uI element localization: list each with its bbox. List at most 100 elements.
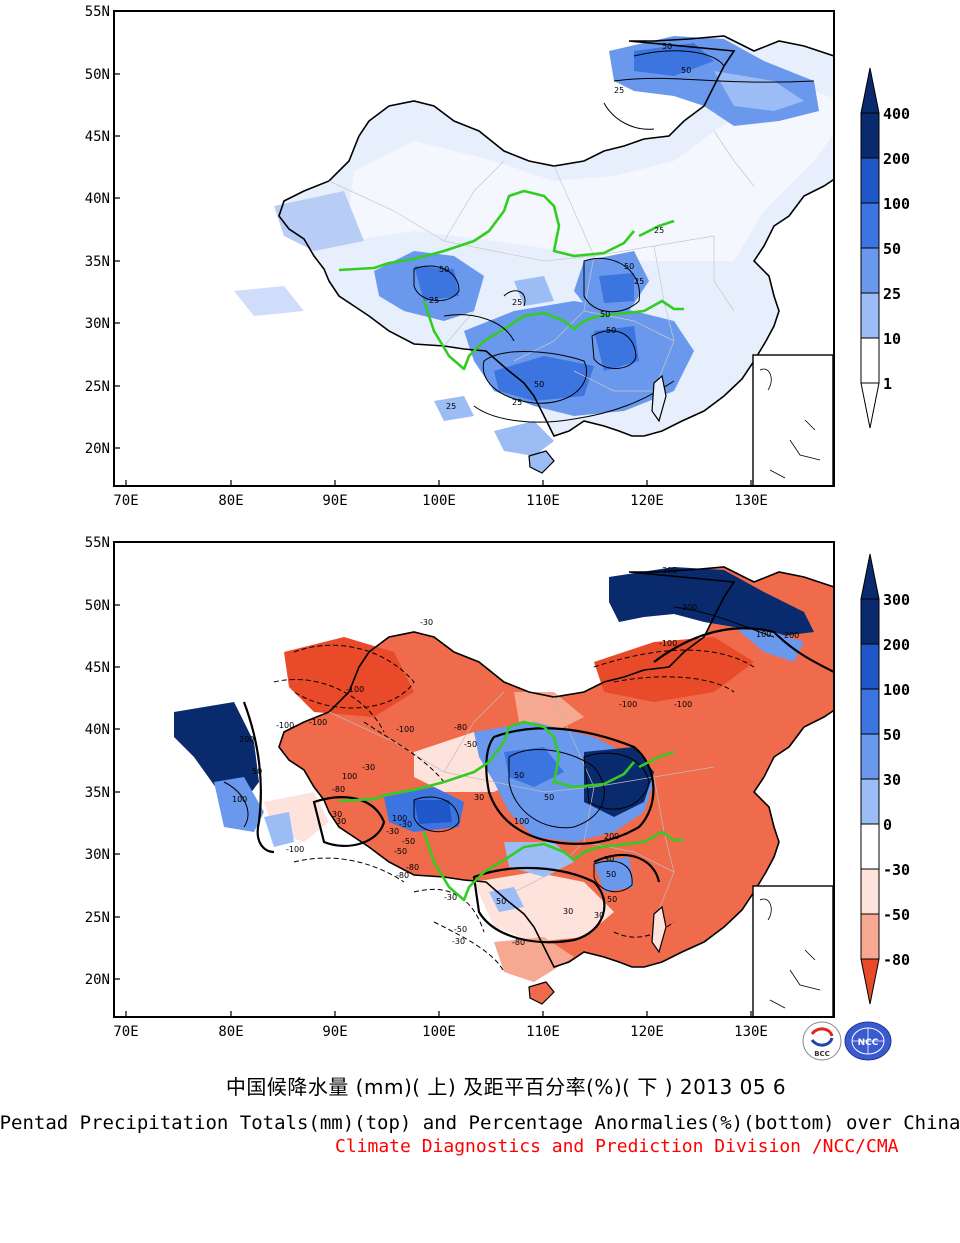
credit-line: Climate Diagnostics and Prediction Divis… xyxy=(335,1136,899,1157)
contour-label: 200 xyxy=(604,832,619,841)
colorbar-label: 300 xyxy=(883,591,910,609)
contour-label: -100 xyxy=(286,845,304,854)
contour-label: 50 xyxy=(534,380,544,389)
top-map: 50 50 25 25 50 50 25 50 50 25 50 25 25 2… xyxy=(113,10,835,487)
contour-label: -100 xyxy=(309,718,327,727)
bottom-lon-labels: 70E 80E 90E 100E 110E 120E 130E xyxy=(113,1024,768,1040)
colorbar-label: 25 xyxy=(883,285,901,303)
contour-label: 50 xyxy=(606,326,616,335)
lon-label: 90E xyxy=(322,1024,347,1040)
lon-label: 130E xyxy=(734,493,768,509)
ncc-logo: NCC xyxy=(844,1021,892,1061)
contour-label: 50 xyxy=(514,771,524,780)
contour-label: 200 xyxy=(239,735,254,744)
contour-label: 300 xyxy=(662,566,677,575)
bottom-map: 300 300 100 200 -100 -100 -100 -100 -100… xyxy=(113,541,835,1018)
top-colorbar: 400 200 100 50 25 10 1 xyxy=(860,67,910,429)
lat-label: 40N xyxy=(85,722,110,738)
contour-label: -100 xyxy=(396,725,414,734)
colorbar-label: 200 xyxy=(883,150,910,168)
top-lat-labels: 55N 50N 45N 40N 35N 30N 25N 20N xyxy=(85,4,110,457)
lon-label: 100E xyxy=(422,1024,456,1040)
lon-label: 90E xyxy=(322,493,347,509)
contour-label: -100 xyxy=(619,700,637,709)
contour-label: -80 xyxy=(512,938,525,947)
contour-label: -100 xyxy=(674,700,692,709)
lon-label: 100E xyxy=(422,493,456,509)
lon-label: 120E xyxy=(630,493,664,509)
bottom-axes: 55N 50N 45N 40N 35N 30N 25N 20N 70E 80E … xyxy=(85,535,768,1040)
contour-label: -100 xyxy=(276,721,294,730)
lon-label: 70E xyxy=(113,493,138,509)
contour-label: 100 xyxy=(514,817,529,826)
colorbar-label: 100 xyxy=(883,195,910,213)
contour-label: -80 xyxy=(332,785,345,794)
contour-label: 50 xyxy=(624,262,634,271)
lat-label: 50N xyxy=(85,598,110,614)
lon-label: 80E xyxy=(218,1024,243,1040)
colorbar-label: -30 xyxy=(883,861,910,879)
contour-label: 100 xyxy=(756,630,771,639)
lon-label: 70E xyxy=(113,1024,138,1040)
colorbar-label: -50 xyxy=(883,906,910,924)
contour-label: -100 xyxy=(346,685,364,694)
top-lon-labels: 70E 80E 90E 100E 110E 120E 130E xyxy=(113,493,768,509)
bcc-logo-text: BCC xyxy=(814,1050,830,1058)
lat-label: 25N xyxy=(85,910,110,926)
contour-label: 100 xyxy=(342,772,357,781)
contour-label: -30 xyxy=(444,893,457,902)
title-chinese: 中国候降水量 (mm)( 上) 及距平百分率(%)( 下 ) 2013 05 6 xyxy=(225,1075,787,1099)
contour-label: 25 xyxy=(512,298,522,307)
lat-label: 40N xyxy=(85,191,110,207)
colorbar-label: 100 xyxy=(883,681,910,699)
top-contour-labels: 50 50 25 25 50 50 25 50 50 25 50 25 25 2… xyxy=(429,42,691,411)
title-english: Pentad Precipitation Totals(mm)(top) and… xyxy=(0,1112,960,1134)
lat-label: 20N xyxy=(85,441,110,457)
lat-label: 25N xyxy=(85,379,110,395)
bottom-colorbar: 300 200 100 50 30 0 -30 -50 -80 xyxy=(860,553,910,1005)
lat-label: 30N xyxy=(85,316,110,332)
contour-label: -80 xyxy=(406,863,419,872)
lat-label: 45N xyxy=(85,660,110,676)
ncc-logo-text: NCC xyxy=(858,1038,879,1048)
contour-label: -50 xyxy=(454,925,467,934)
colorbar-label: 400 xyxy=(883,105,910,123)
contour-label: 50 xyxy=(681,66,691,75)
colorbar-label: -80 xyxy=(883,951,910,969)
contour-label: 25 xyxy=(429,296,439,305)
colorbar-label: 0 xyxy=(883,816,892,834)
colorbar-label: 200 xyxy=(883,636,910,654)
contour-label: -30 xyxy=(452,937,465,946)
contour-label: 50 xyxy=(662,42,672,51)
contour-label: 25 xyxy=(634,277,644,286)
colorbar-label: 10 xyxy=(883,330,901,348)
lon-label: 110E xyxy=(526,1024,560,1040)
colorbar-label: 30 xyxy=(883,771,901,789)
contour-label: -80 xyxy=(454,723,467,732)
contour-label: -100 xyxy=(659,639,677,648)
contour-label: 25 xyxy=(654,226,664,235)
colorbar-label: 1 xyxy=(883,375,892,393)
colorbar-label: 50 xyxy=(883,726,901,744)
contour-label: -50 xyxy=(464,740,477,749)
contour-label: 300 xyxy=(682,603,697,612)
lat-label: 45N xyxy=(85,129,110,145)
contour-label: 50 xyxy=(496,897,506,906)
contour-label: 50 xyxy=(607,895,617,904)
contour-label: 100 xyxy=(392,814,407,823)
colorbar-label: 50 xyxy=(883,240,901,258)
lon-label: 80E xyxy=(218,493,243,509)
contour-label: 50 xyxy=(544,793,554,802)
lat-label: 55N xyxy=(85,535,110,551)
lat-label: 50N xyxy=(85,67,110,83)
top-axes: 55N 50N 45N 40N 35N 30N 25N 20N 70E 80E … xyxy=(85,4,768,509)
contour-label: -30 xyxy=(399,820,412,829)
contour-label: 50 xyxy=(439,265,449,274)
lat-label: 55N xyxy=(85,4,110,20)
contour-label: 30 xyxy=(594,911,604,920)
contour-label: 50 xyxy=(600,310,610,319)
lon-label: 130E xyxy=(734,1024,768,1040)
contour-label: -30 xyxy=(362,763,375,772)
lat-label: 35N xyxy=(85,785,110,801)
